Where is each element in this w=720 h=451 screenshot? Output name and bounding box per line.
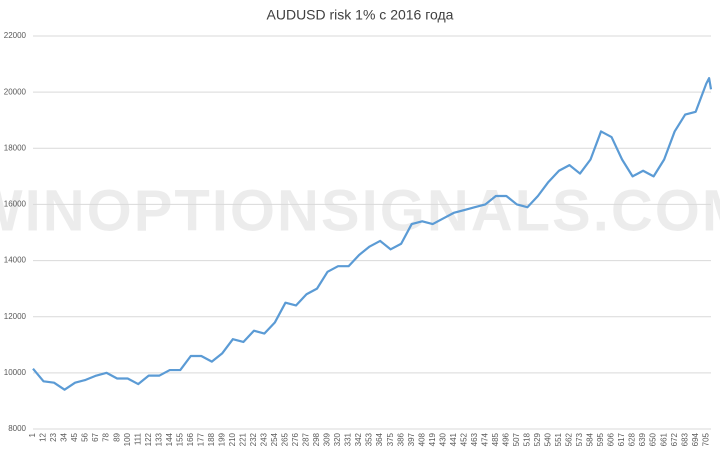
x-tick-label: 298	[312, 432, 321, 446]
x-tick-label: 518	[523, 432, 532, 446]
x-tick-label: 100	[123, 432, 132, 446]
x-tick-label: 78	[102, 432, 111, 441]
x-tick-label: 177	[196, 432, 205, 446]
x-tick-label: 353	[365, 432, 374, 446]
watermark: WINOPTIONSIGNALS.COM	[0, 178, 720, 243]
x-tick-label: 155	[175, 432, 184, 446]
x-tick-label: 584	[586, 432, 595, 446]
x-tick-label: 540	[544, 432, 553, 446]
x-tick-label: 265	[281, 432, 290, 446]
x-tick-label: 419	[428, 432, 437, 446]
x-tick-label: 254	[270, 432, 279, 446]
x-tick-label: 397	[407, 432, 416, 446]
chart-title: AUDUSD risk 1% с 2016 года	[267, 7, 454, 23]
x-tick-label: 309	[323, 432, 332, 446]
y-tick-label: 22000	[4, 31, 27, 40]
x-tick-label: 12	[39, 432, 48, 441]
x-tick-label: 485	[491, 432, 500, 446]
x-tick-label: 1	[28, 432, 37, 437]
x-tick-label: 639	[638, 432, 647, 446]
x-tick-label: 56	[81, 432, 90, 441]
x-tick-label: 45	[70, 432, 79, 441]
x-tick-label: 34	[60, 432, 69, 441]
x-tick-label: 606	[607, 432, 616, 446]
x-tick-label: 67	[91, 432, 100, 441]
y-tick-label: 20000	[4, 87, 27, 96]
x-tick-label: 595	[596, 432, 605, 446]
x-tick-label: 474	[480, 432, 489, 446]
x-tick-label: 133	[154, 432, 163, 446]
x-tick-label: 661	[659, 432, 668, 446]
x-tick-label: 650	[649, 432, 658, 446]
x-tick-label: 430	[438, 432, 447, 446]
x-tick-label: 276	[291, 432, 300, 446]
x-tick-label: 628	[628, 432, 637, 446]
y-tick-label: 8000	[8, 424, 26, 433]
y-tick-label: 18000	[4, 143, 27, 152]
x-tick-label: 89	[112, 432, 121, 441]
x-tick-label: 529	[533, 432, 542, 446]
x-tick-label: 320	[333, 432, 342, 446]
x-tick-label: 342	[354, 432, 363, 446]
x-tick-label: 551	[554, 432, 563, 446]
x-tick-label: 463	[470, 432, 479, 446]
x-tick-label: 210	[228, 432, 237, 446]
x-tick-label: 23	[49, 432, 58, 441]
data-line	[32, 77, 713, 391]
x-tick-label: 122	[144, 432, 153, 446]
x-tick-label: 375	[386, 432, 395, 446]
x-tick-label: 672	[670, 432, 679, 446]
x-tick-label: 441	[449, 432, 458, 446]
x-tick-label: 221	[238, 432, 247, 446]
x-tick-label: 364	[375, 432, 384, 446]
x-tick-label: 496	[501, 432, 510, 446]
x-tick-label: 683	[680, 432, 689, 446]
y-tick-label: 16000	[4, 200, 27, 209]
x-tick-label: 452	[459, 432, 468, 446]
x-tick-label: 243	[260, 432, 269, 446]
x-tick-label: 694	[691, 432, 700, 446]
x-tick-label: 199	[217, 432, 226, 446]
y-tick-label: 10000	[4, 368, 27, 377]
y-tick-label: 12000	[4, 312, 27, 321]
x-tick-label: 144	[165, 432, 174, 446]
x-tick-label: 408	[417, 432, 426, 446]
x-tick-label: 617	[617, 432, 626, 446]
y-tick-label: 14000	[4, 256, 27, 265]
x-tick-label: 573	[575, 432, 584, 446]
x-tick-label: 111	[133, 432, 142, 445]
x-tick-label: 507	[512, 432, 521, 446]
x-tick-label: 287	[302, 432, 311, 446]
x-tick-label: 562	[565, 432, 574, 446]
x-tick-label: 188	[207, 432, 216, 446]
x-tick-label: 232	[249, 432, 258, 446]
x-tick-label: 331	[344, 432, 353, 446]
x-tick-label: 386	[396, 432, 405, 446]
x-tick-label: 705	[701, 432, 710, 446]
x-tick-label: 166	[186, 432, 195, 446]
